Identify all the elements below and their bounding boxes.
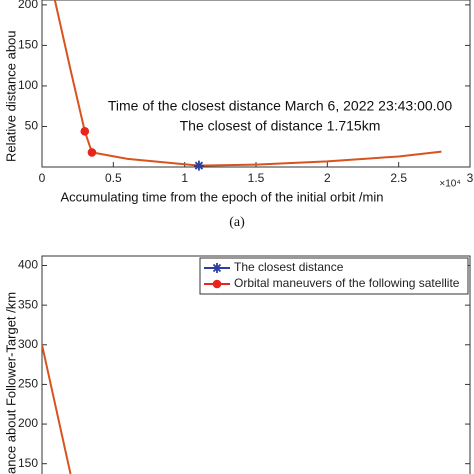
series-line	[53, 0, 442, 167]
y-axis-label: Relative distance abou	[3, 30, 18, 162]
x-tick-label: 3	[467, 171, 474, 185]
marker	[193, 160, 204, 171]
legend-label: The closest distance	[234, 260, 344, 274]
x-tick-label: 1.5	[248, 171, 265, 185]
y-tick-label: 400	[18, 258, 38, 272]
x-tick-label: 1	[181, 171, 188, 185]
y-tick-label: 50	[25, 119, 39, 133]
x-exponent: ×10⁴	[439, 179, 460, 190]
plot-frame	[41, 0, 471, 168]
y-tick-label: 300	[18, 337, 38, 351]
y-axis-label: ance about Follower-Target /km	[3, 292, 18, 474]
caption: (a)	[229, 215, 245, 230]
y-tick-label: 200	[18, 416, 38, 430]
marker	[80, 127, 90, 136]
y-tick-label: 100	[18, 78, 38, 92]
annotation: The closest of distance 1.715km	[180, 118, 381, 134]
x-tick-label: 2.5	[390, 171, 407, 185]
x-tick-label: 0.5	[105, 171, 122, 185]
x-tick-label: 2	[324, 171, 331, 185]
plot-area	[42, 344, 72, 474]
annotation: Time of the closest distance March 6, 20…	[108, 98, 452, 114]
y-tick-label: 250	[18, 377, 38, 391]
series-line	[42, 344, 72, 474]
x-tick-label: 0	[39, 171, 46, 185]
y-tick-label: 150	[18, 38, 38, 52]
legend-marker	[212, 279, 222, 289]
y-tick-label: 350	[18, 297, 38, 311]
y-tick-label: 150	[18, 456, 38, 470]
y-tick-label: 200	[18, 0, 38, 11]
x-axis-label: Accumulating time from the epoch of the …	[61, 189, 384, 204]
legend-box	[199, 257, 469, 295]
plot-area	[53, 0, 442, 167]
legend-marker	[212, 263, 222, 273]
plot-frame	[41, 255, 471, 474]
legend-label: Orbital maneuvers of the following satel…	[234, 276, 460, 290]
marker	[87, 148, 97, 157]
